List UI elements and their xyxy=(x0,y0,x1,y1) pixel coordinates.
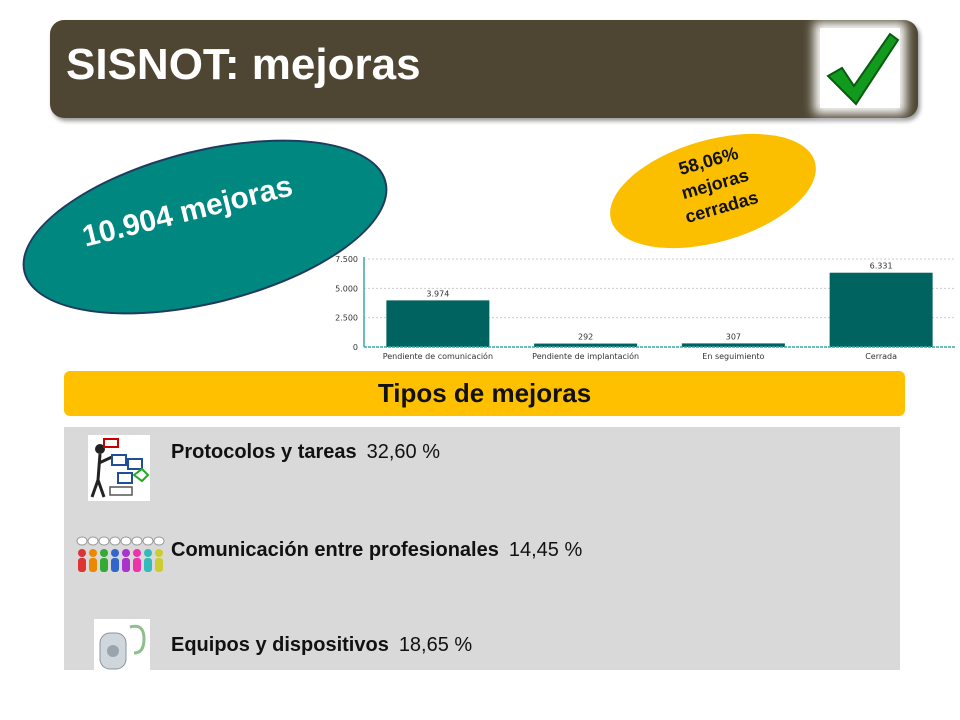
x-tick-label: En seguimiento xyxy=(702,352,764,361)
type-label: Equipos y dispositivos xyxy=(171,634,389,656)
type-row: Comunicación entre profesionales 14,45 % xyxy=(171,539,582,562)
flowchart-icon xyxy=(88,435,150,501)
title-banner: SISNOT: mejoras xyxy=(50,20,918,118)
types-header: Tipos de mejoras xyxy=(64,371,905,416)
people-speech-icon xyxy=(76,535,168,573)
y-tick-label: 2.500 xyxy=(335,314,358,323)
bar xyxy=(386,300,490,347)
type-row: Protocolos y tareas 32,60 % xyxy=(171,441,440,464)
y-tick-label: 5.000 xyxy=(335,284,358,293)
bar xyxy=(681,343,785,347)
x-tick-label: Cerrada xyxy=(865,352,897,361)
type-value: 18,65 % xyxy=(398,634,473,656)
page-title: SISNOT: mejoras xyxy=(66,40,421,89)
type-value: 32,60 % xyxy=(366,441,441,463)
types-panel: Protocolos y tareas 32,60 % Comunicación … xyxy=(64,427,900,671)
type-label: Protocolos y tareas xyxy=(171,441,357,463)
type-label: Comunicación entre profesionales xyxy=(171,539,499,561)
bar xyxy=(534,343,638,347)
bar xyxy=(829,272,933,347)
medical-device-icon xyxy=(94,619,150,671)
y-tick-label: 7.500 xyxy=(335,255,358,264)
x-tick-label: Pendiente de comunicación xyxy=(383,351,493,361)
type-value: 14,45 % xyxy=(508,539,583,561)
type-row: Equipos y dispositivos 18,65 % xyxy=(171,634,472,657)
x-tick-label: Pendiente de implantación xyxy=(532,351,639,361)
y-tick-label: 0 xyxy=(353,343,358,352)
status-bar-chart: 0 2.500 5.000 7.500 3.974 Pendiente de comuni… xyxy=(335,255,955,361)
bar-value-label: 3.974 xyxy=(426,289,449,298)
bar-value-label: 6.331 xyxy=(870,262,893,271)
bar-value-label: 292 xyxy=(578,333,593,342)
bar-value-label: 307 xyxy=(726,332,741,341)
checkmark-icon xyxy=(820,28,900,108)
